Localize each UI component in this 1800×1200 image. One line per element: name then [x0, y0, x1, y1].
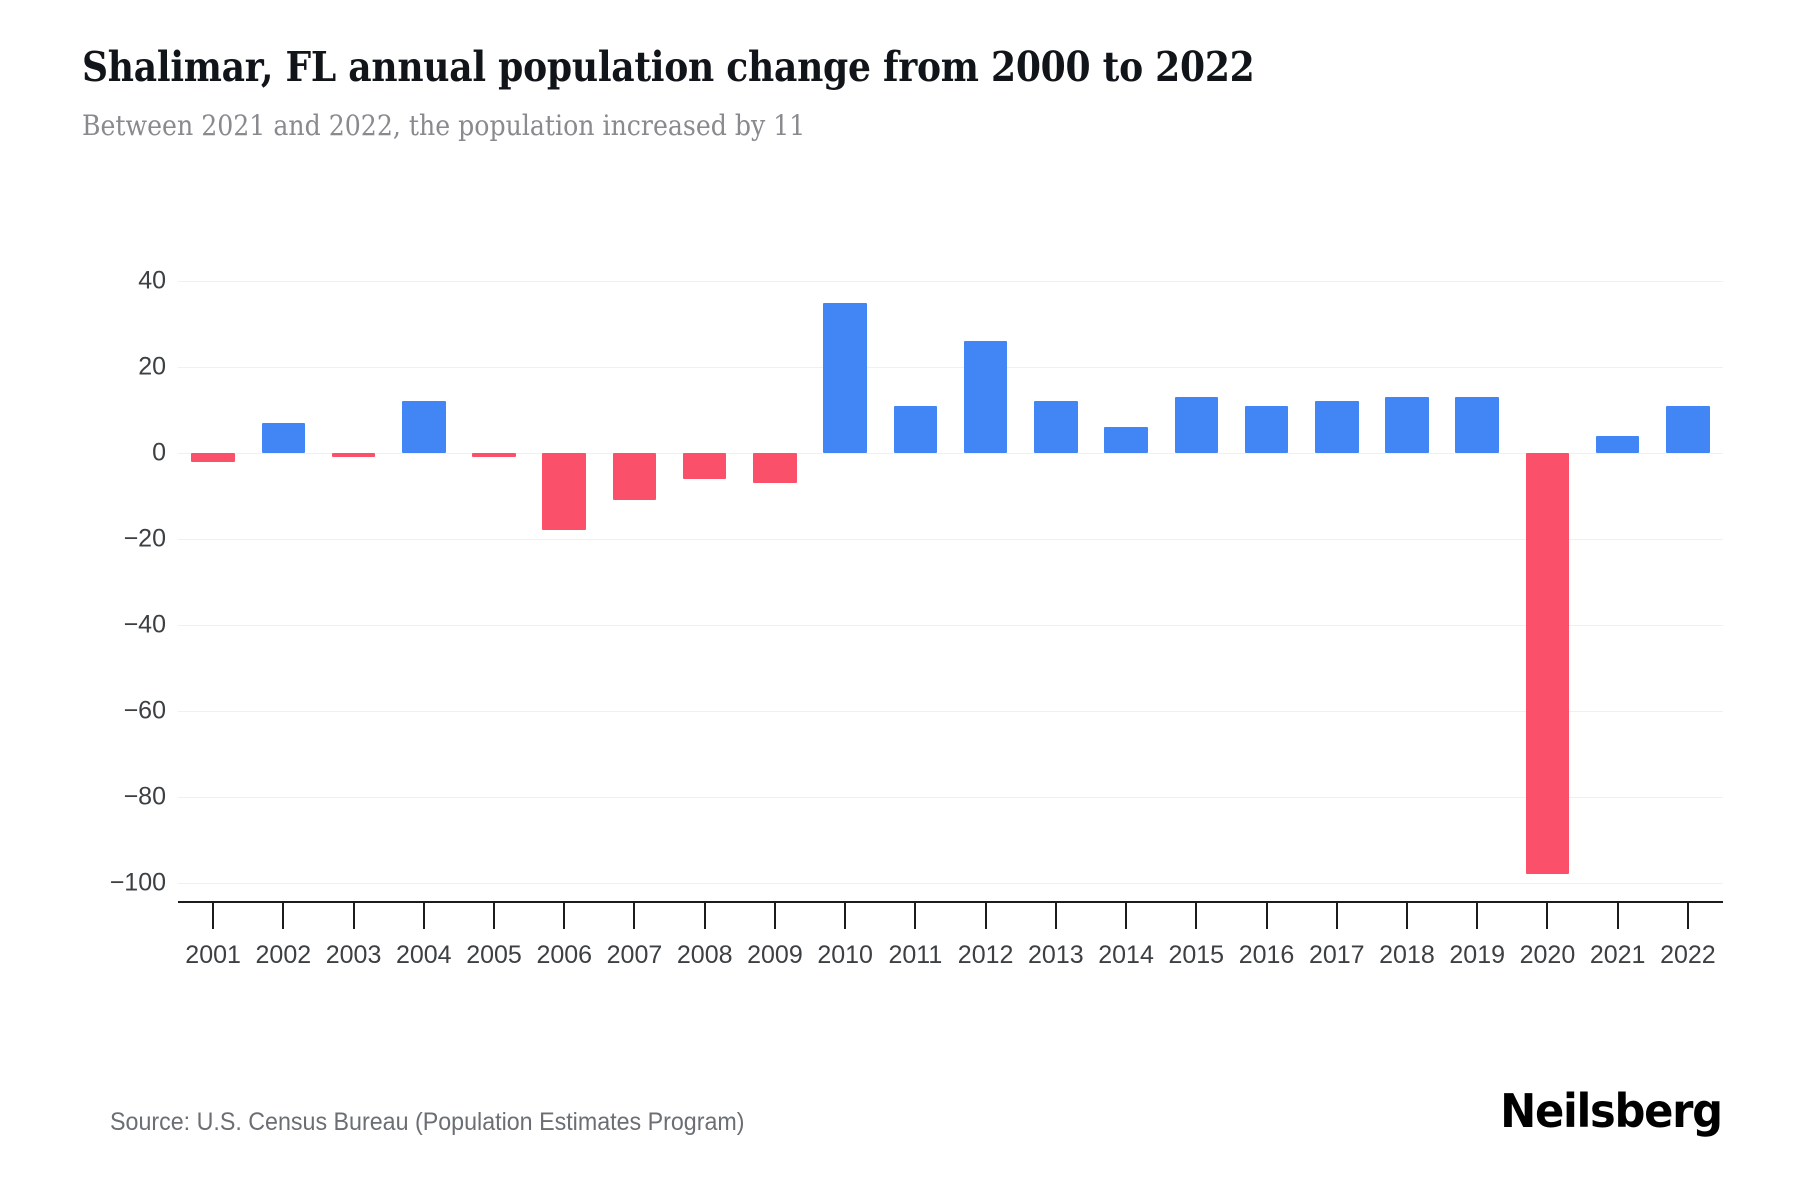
chart-header: Shalimar, FL annual population change fr… — [82, 43, 1722, 143]
x-axis-tick-label: 2002 — [255, 941, 312, 969]
y-gridline — [178, 539, 1723, 540]
x-axis-tick — [1125, 901, 1128, 929]
bar-2008[interactable] — [682, 453, 727, 479]
x-axis-tick — [1195, 901, 1198, 929]
bar-2011[interactable] — [893, 405, 938, 453]
x-axis-tick — [1335, 901, 1338, 929]
x-axis-tick — [1265, 901, 1268, 929]
x-axis-tick-label: 2019 — [1449, 941, 1506, 969]
x-axis-tick — [352, 901, 355, 929]
x-axis-tick-label: 2013 — [1028, 941, 1084, 969]
x-axis-tick — [212, 901, 215, 929]
y-axis-tick-label: −80 — [123, 782, 166, 811]
bar-2005[interactable] — [472, 453, 516, 458]
x-axis-tick-label: 2007 — [606, 941, 663, 969]
page-title: Shalimar, FL annual population change fr… — [82, 43, 1255, 91]
neilsberg-logo: Neilsberg — [1500, 1084, 1723, 1138]
x-axis-tick — [1616, 901, 1619, 929]
y-axis-tick-label: −20 — [123, 524, 166, 553]
x-axis-tick-label: 2003 — [325, 941, 382, 969]
x-axis-tick-label: 2008 — [676, 941, 733, 969]
bar-2012[interactable] — [963, 341, 1008, 453]
bar-2018[interactable] — [1385, 397, 1429, 453]
x-axis-tick — [493, 901, 496, 929]
x-axis-tick-label: 2011 — [888, 941, 943, 969]
bar-2002[interactable] — [261, 422, 306, 453]
x-axis-tick — [984, 901, 987, 929]
x-axis-tick-label: 2018 — [1379, 941, 1435, 969]
x-axis-tick-label: 2012 — [957, 941, 1014, 969]
bar-2009[interactable] — [753, 453, 797, 484]
x-axis-tick — [844, 901, 847, 929]
x-axis-tick-label: 2022 — [1660, 941, 1716, 969]
bar-2010[interactable] — [823, 302, 867, 453]
x-axis-tick-label: 2016 — [1238, 941, 1295, 969]
y-axis-tick-label: 20 — [138, 352, 166, 381]
bar-2004[interactable] — [402, 401, 446, 453]
bar-2019[interactable] — [1455, 397, 1499, 453]
x-axis-tick-label: 2001 — [185, 941, 241, 969]
x-axis-tick — [773, 901, 776, 929]
bar-2016[interactable] — [1244, 405, 1289, 453]
source-note: Source: U.S. Census Bureau (Population E… — [110, 1108, 745, 1136]
x-axis-tick-label: 2006 — [536, 941, 593, 969]
bar-2001[interactable] — [191, 453, 235, 462]
x-axis-tick-label: 2015 — [1168, 941, 1225, 969]
y-gridline — [178, 625, 1723, 626]
x-axis-tick-label: 2020 — [1519, 941, 1576, 969]
bar-2022[interactable] — [1666, 405, 1710, 453]
x-axis-tick-label: 2009 — [747, 941, 803, 969]
bar-2020[interactable] — [1525, 453, 1570, 875]
chart-subtitle: Between 2021 and 2022, the population in… — [82, 109, 806, 143]
y-axis-tick-label: −60 — [123, 696, 166, 725]
x-axis-tick — [703, 901, 706, 929]
x-axis-tick — [1405, 901, 1408, 929]
x-axis-tick-label: 2021 — [1589, 941, 1646, 969]
y-gridline — [178, 797, 1723, 798]
y-gridline — [178, 711, 1723, 712]
bar-2003[interactable] — [331, 453, 376, 458]
x-axis-tick — [563, 901, 566, 929]
y-gridline — [178, 367, 1723, 368]
x-axis-tick-label: 2010 — [817, 941, 873, 969]
x-axis-tick — [914, 901, 917, 929]
x-axis-tick-label: 2014 — [1098, 941, 1154, 969]
y-gridline — [178, 883, 1723, 884]
bar-2014[interactable] — [1104, 427, 1148, 453]
x-axis-tick — [1054, 901, 1057, 929]
y-gridline — [178, 281, 1723, 282]
bar-2006[interactable] — [542, 453, 586, 531]
y-axis-tick-label: 40 — [138, 266, 166, 295]
x-axis-tick — [1476, 901, 1479, 929]
x-axis-tick — [1686, 901, 1689, 929]
bar-2015[interactable] — [1174, 397, 1219, 453]
x-axis-tick-label: 2004 — [395, 941, 452, 969]
x-axis-tick-label: 2005 — [466, 941, 522, 969]
y-axis-tick-label: 0 — [152, 438, 166, 467]
bar-2021[interactable] — [1595, 435, 1640, 453]
x-axis-tick — [633, 901, 636, 929]
y-axis-tick-label: −40 — [123, 610, 166, 639]
x-axis-tick — [282, 901, 285, 929]
bar-2007[interactable] — [612, 453, 657, 501]
y-axis-tick-label: −100 — [109, 868, 166, 897]
bar-2013[interactable] — [1034, 401, 1078, 453]
x-axis-tick — [422, 901, 425, 929]
x-axis-tick-label: 2017 — [1308, 941, 1365, 969]
y-gridline — [178, 453, 1723, 454]
x-axis-tick — [1546, 901, 1549, 929]
x-axis-line — [178, 901, 1723, 903]
bar-2017[interactable] — [1314, 401, 1359, 453]
